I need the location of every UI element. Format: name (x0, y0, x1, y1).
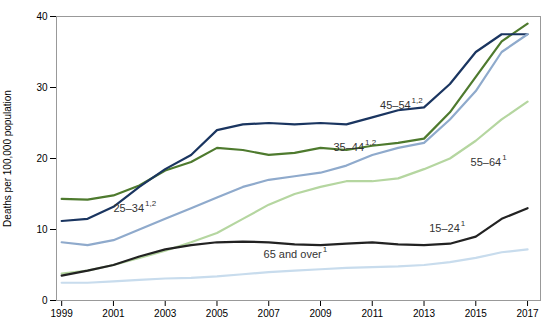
svg-text:1: 1 (502, 153, 507, 162)
svg-text:1,2: 1,2 (145, 199, 157, 208)
svg-text:35–44: 35–44 (333, 141, 364, 153)
svg-text:1: 1 (323, 245, 328, 254)
svg-text:2013: 2013 (413, 308, 436, 319)
svg-text:1,2: 1,2 (412, 96, 424, 105)
svg-text:0: 0 (42, 295, 48, 306)
svg-text:1: 1 (461, 219, 466, 228)
svg-text:2001: 2001 (102, 308, 125, 319)
svg-text:2003: 2003 (154, 308, 177, 319)
svg-text:1,2: 1,2 (365, 138, 377, 147)
svg-text:20: 20 (36, 153, 48, 164)
svg-text:2017: 2017 (516, 308, 539, 319)
svg-text:1999: 1999 (51, 308, 74, 319)
svg-text:10: 10 (36, 224, 48, 235)
svg-text:2011: 2011 (362, 308, 384, 319)
svg-text:2005: 2005 (206, 308, 229, 319)
svg-text:55–64: 55–64 (471, 156, 502, 168)
svg-text:2015: 2015 (465, 308, 488, 319)
svg-text:45–54: 45–54 (380, 99, 411, 111)
svg-text:25–34: 25–34 (113, 202, 144, 214)
svg-text:40: 40 (36, 11, 48, 22)
svg-text:65 and over: 65 and over (264, 248, 322, 260)
svg-text:15–24: 15–24 (429, 222, 460, 234)
svg-text:2007: 2007 (258, 308, 281, 319)
svg-text:Deaths per 100,000 population: Deaths per 100,000 population (2, 90, 13, 227)
svg-text:30: 30 (36, 82, 48, 93)
svg-text:2009: 2009 (309, 308, 332, 319)
